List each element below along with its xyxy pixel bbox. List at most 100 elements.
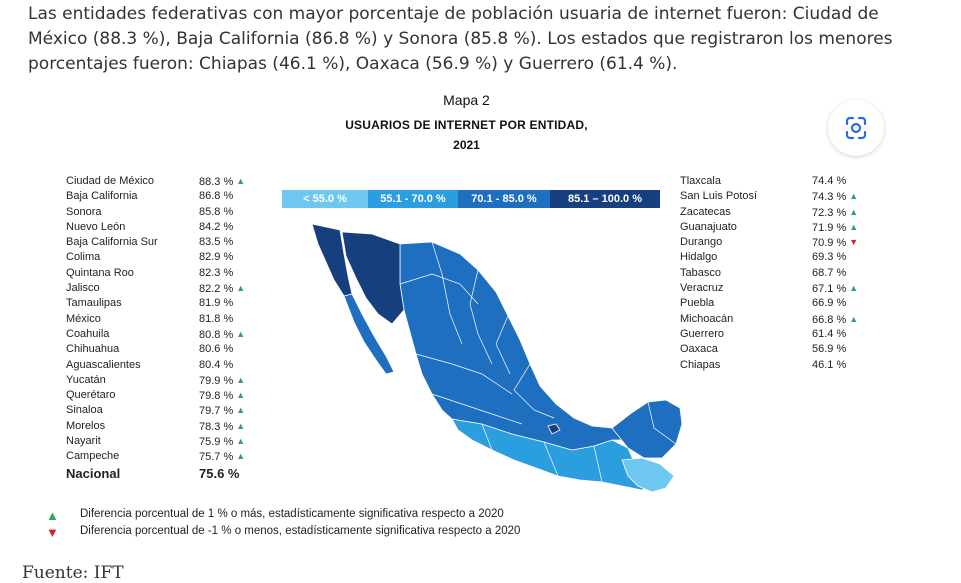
- state-row: Guerrero 61.4 %: [680, 327, 880, 342]
- region-cdmx: [547, 423, 561, 435]
- state-value: 69.3 %: [812, 250, 846, 265]
- state-name: Morelos: [66, 419, 106, 432]
- state-row: Coahuila 80.8 % ▲: [66, 327, 266, 342]
- state-name: Coahuila: [66, 327, 110, 340]
- state-value-text: 67.1 %: [812, 283, 847, 296]
- state-value-text: 74.4 %: [812, 175, 847, 187]
- state-row: Durango 70.9 % ▼: [680, 235, 880, 250]
- state-value-text: 81.9 %: [199, 297, 234, 310]
- state-name: Nuevo León: [66, 220, 126, 233]
- state-row: Tlaxcala 74.4 %: [680, 174, 880, 189]
- state-name: Veracruz: [680, 282, 724, 295]
- triangle-up-icon: ▲: [236, 374, 246, 385]
- state-name: Querétaro: [66, 389, 116, 402]
- triangle-up-icon: ▲: [849, 313, 859, 324]
- state-value: 75.9 % ▲: [199, 434, 245, 450]
- state-value-text: 81.8 %: [199, 312, 234, 325]
- lens-button[interactable]: [828, 100, 884, 156]
- state-row: Tamaulipas 81.9 %: [66, 296, 266, 311]
- map-figure: Mapa 2 USUARIOS DE INTERNET POR ENTIDAD,…: [20, 88, 913, 550]
- state-value: 67.1 % ▲: [812, 281, 858, 297]
- state-name: Chihuahua: [66, 343, 120, 356]
- state-row: Puebla 66.9 %: [680, 296, 880, 311]
- state-name: Oaxaca: [680, 343, 718, 356]
- state-value: 66.8 % ▲: [812, 312, 858, 328]
- state-value: 83.5 %: [199, 235, 233, 250]
- state-row: Zacatecas 72.3 % ▲: [680, 205, 880, 220]
- state-value-text: 82.9 %: [199, 251, 234, 264]
- state-name: San Luis Potosí: [680, 190, 758, 203]
- map-title: USUARIOS DE INTERNET POR ENTIDAD,: [345, 118, 588, 132]
- note-up-text: Diferencia porcentual de 1 % o más, esta…: [80, 508, 504, 520]
- source-caption: Fuente: IFT: [22, 563, 124, 583]
- state-value-text: 82.2 %: [199, 283, 234, 296]
- legend-item: 55.1 - 70.0 %: [368, 190, 458, 208]
- state-value-text: 68.7 %: [812, 266, 847, 279]
- state-value-text: 61.4 %: [812, 327, 847, 340]
- state-name: Sonora: [66, 205, 102, 218]
- state-value: 75.7 % ▲: [199, 449, 245, 465]
- state-value-text: 74.3 %: [812, 191, 847, 204]
- mexico-map: [311, 223, 683, 493]
- state-value-text: 75.9 %: [199, 436, 234, 449]
- state-row: Morelos 78.3 % ▲: [66, 419, 266, 434]
- state-name: Guanajuato: [680, 220, 737, 233]
- state-value-text: 86.8 %: [199, 190, 234, 203]
- state-row: Sinaloa 79.7 % ▲: [66, 403, 266, 418]
- national-value: 75.6 %: [199, 466, 240, 481]
- state-value-text: 85.8 %: [199, 205, 234, 218]
- state-value-text: 80.6 %: [199, 343, 234, 356]
- state-value: 71.9 % ▲: [812, 220, 858, 236]
- intro-paragraph: Las entidades federativas con mayor porc…: [28, 4, 893, 74]
- state-value-text: 69.3 %: [812, 251, 847, 264]
- state-value: 61.4 %: [812, 327, 846, 342]
- triangle-up-icon: ▲: [236, 328, 246, 339]
- triangle-up-icon: ▲: [236, 436, 246, 447]
- state-value: 56.9 %: [812, 342, 846, 357]
- map-label: Mapa 2: [443, 92, 490, 108]
- states-list-right: Tlaxcala 74.4 % San Luis Potosí 74.3 % ▲ Zaca…: [680, 174, 880, 373]
- triangle-up-icon: ▲: [849, 206, 859, 217]
- state-value-text: 80.4 %: [199, 358, 234, 371]
- state-row: Baja California 86.8 %: [66, 189, 266, 204]
- state-value: 74.4 %: [812, 174, 846, 189]
- state-value: 70.9 % ▼: [812, 235, 858, 251]
- triangle-down-icon: ▼: [849, 237, 859, 248]
- state-value-text: 79.9 %: [199, 374, 234, 387]
- state-row: Campeche 75.7 % ▲: [66, 449, 266, 464]
- state-value: 82.9 %: [199, 250, 233, 265]
- state-name: Ciudad de México: [66, 175, 155, 187]
- state-value-text: 75.7 %: [199, 451, 234, 464]
- legend-item: 70.1 - 85.0 %: [458, 190, 550, 208]
- state-value: 86.8 %: [199, 189, 233, 204]
- state-value-text: 71.9 %: [812, 221, 847, 234]
- state-name: Hidalgo: [680, 251, 718, 264]
- lens-search-icon: [845, 116, 867, 140]
- state-name: Yucatán: [66, 373, 106, 386]
- state-value-text: 70.9 %: [812, 237, 847, 250]
- triangle-up-icon: ▲: [236, 176, 246, 186]
- state-row: Quintana Roo 82.3 %: [66, 266, 266, 281]
- state-row: Chihuahua 80.6 %: [66, 342, 266, 357]
- state-borders: [399, 241, 677, 483]
- state-value-text: 79.7 %: [199, 405, 234, 418]
- national-label: Nacional: [66, 466, 121, 481]
- state-row: Tabasco 68.7 %: [680, 266, 880, 281]
- state-name: Guerrero: [680, 327, 725, 340]
- state-value: 81.8 %: [199, 312, 233, 327]
- region-sonora: [341, 231, 405, 325]
- state-row: Hidalgo 69.3 %: [680, 250, 880, 265]
- state-value-text: 84.2 %: [199, 220, 234, 233]
- state-name: Michoacán: [680, 312, 734, 325]
- state-value-text: 46.1 %: [812, 358, 847, 371]
- legend-item: < 55.0 %: [282, 190, 368, 208]
- triangle-up-icon: ▲: [46, 508, 59, 523]
- triangle-up-icon: ▲: [849, 283, 859, 294]
- state-value-text: 72.3 %: [812, 206, 847, 219]
- state-value: 85.8 %: [199, 205, 233, 220]
- state-name: Tlaxcala: [680, 175, 721, 187]
- triangle-up-icon: ▲: [236, 405, 246, 416]
- region-chiapas: [621, 457, 675, 493]
- state-name: Baja California Sur: [66, 236, 158, 249]
- state-value: 80.8 % ▲: [199, 327, 245, 343]
